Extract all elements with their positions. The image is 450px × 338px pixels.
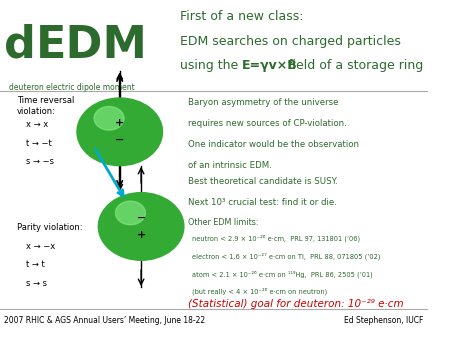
Text: s → s: s → s — [26, 279, 47, 288]
Text: s → −s: s → −s — [26, 157, 54, 166]
Text: E=γv×B: E=γv×B — [242, 59, 297, 72]
Text: field of a storage ring: field of a storage ring — [284, 59, 423, 72]
Text: (but really < 4 × 10⁻²⁶ e·cm on neutron): (but really < 4 × 10⁻²⁶ e·cm on neutron) — [193, 288, 328, 295]
Circle shape — [116, 201, 145, 225]
Text: +: + — [136, 230, 146, 240]
Text: neutron < 2.9 × 10⁻²⁶ e·cm,  PRL 97, 131801 (’06): neutron < 2.9 × 10⁻²⁶ e·cm, PRL 97, 1318… — [193, 235, 360, 242]
Text: Best theoretical candidate is SUSY.: Best theoretical candidate is SUSY. — [188, 177, 338, 187]
Text: using the: using the — [180, 59, 242, 72]
Text: Parity violation:: Parity violation: — [17, 223, 83, 232]
Text: One indicator would be the observation: One indicator would be the observation — [188, 140, 359, 149]
Text: −: − — [115, 135, 124, 145]
Text: d: d — [4, 24, 36, 67]
Text: EDM searches on charged particles: EDM searches on charged particles — [180, 35, 400, 48]
Text: Ed Stephenson, IUCF: Ed Stephenson, IUCF — [344, 316, 423, 325]
Text: deuteron electric dipole moment: deuteron electric dipole moment — [9, 83, 134, 92]
Text: EDM: EDM — [36, 24, 148, 67]
Text: Next 10³ crucial test: find it or die.: Next 10³ crucial test: find it or die. — [188, 198, 337, 208]
Text: (Statistical) goal for deuteron: 10⁻²⁹ e·cm: (Statistical) goal for deuteron: 10⁻²⁹ e… — [188, 299, 404, 309]
Circle shape — [94, 106, 124, 130]
Text: +: + — [115, 118, 124, 128]
Text: x → x: x → x — [26, 120, 48, 129]
Text: Time reversal
violation:: Time reversal violation: — [17, 96, 75, 116]
Text: x → −x: x → −x — [26, 242, 55, 251]
Text: of an intrinsic EDM.: of an intrinsic EDM. — [188, 161, 272, 170]
Text: t → t: t → t — [26, 260, 45, 269]
Text: t → −t: t → −t — [26, 139, 51, 148]
Text: electron < 1.6 × 10⁻²⁷ e·cm on Tl,  PRL 88, 071805 (’02): electron < 1.6 × 10⁻²⁷ e·cm on Tl, PRL 8… — [193, 252, 381, 260]
Text: atom < 2.1 × 10⁻²⁶ e·cm on ¹¹⁹Hg,  PRL 86, 2505 (’01): atom < 2.1 × 10⁻²⁶ e·cm on ¹¹⁹Hg, PRL 86… — [193, 270, 373, 277]
Text: requires new sources of CP-violation.: requires new sources of CP-violation. — [188, 119, 347, 128]
Circle shape — [77, 98, 162, 166]
Text: First of a new class:: First of a new class: — [180, 10, 303, 23]
Text: Baryon asymmetry of the universe: Baryon asymmetry of the universe — [188, 98, 339, 107]
Circle shape — [99, 193, 184, 260]
Text: −: − — [136, 213, 146, 223]
Text: Other EDM limits:: Other EDM limits: — [188, 218, 259, 227]
Text: 2007 RHIC & AGS Annual Users’ Meeting, June 18-22: 2007 RHIC & AGS Annual Users’ Meeting, J… — [4, 316, 205, 325]
